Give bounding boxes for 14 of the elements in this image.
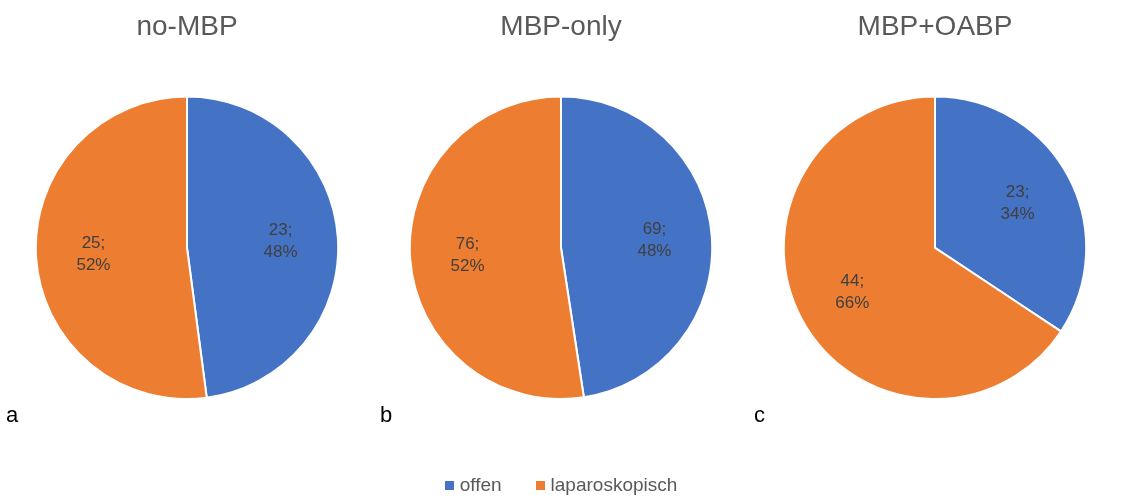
chart-title: MBP+OABP	[857, 9, 1013, 41]
legend-label: offen	[459, 474, 502, 496]
data-label: 23; 34%	[1000, 182, 1035, 224]
legend-label: laparoskopisch	[550, 474, 678, 496]
data-label: 23; 48%	[263, 220, 298, 262]
data-label: 25; 52%	[76, 232, 111, 274]
data-label: 69; 48%	[637, 219, 672, 261]
data-label: 44; 66%	[835, 270, 870, 312]
text: a	[6, 402, 19, 428]
chart-title: no-MBP	[136, 9, 238, 41]
text: c	[754, 402, 765, 428]
data-label: 76; 52%	[450, 233, 485, 275]
text: b	[380, 402, 393, 428]
chart-title: MBP-only	[500, 9, 622, 41]
